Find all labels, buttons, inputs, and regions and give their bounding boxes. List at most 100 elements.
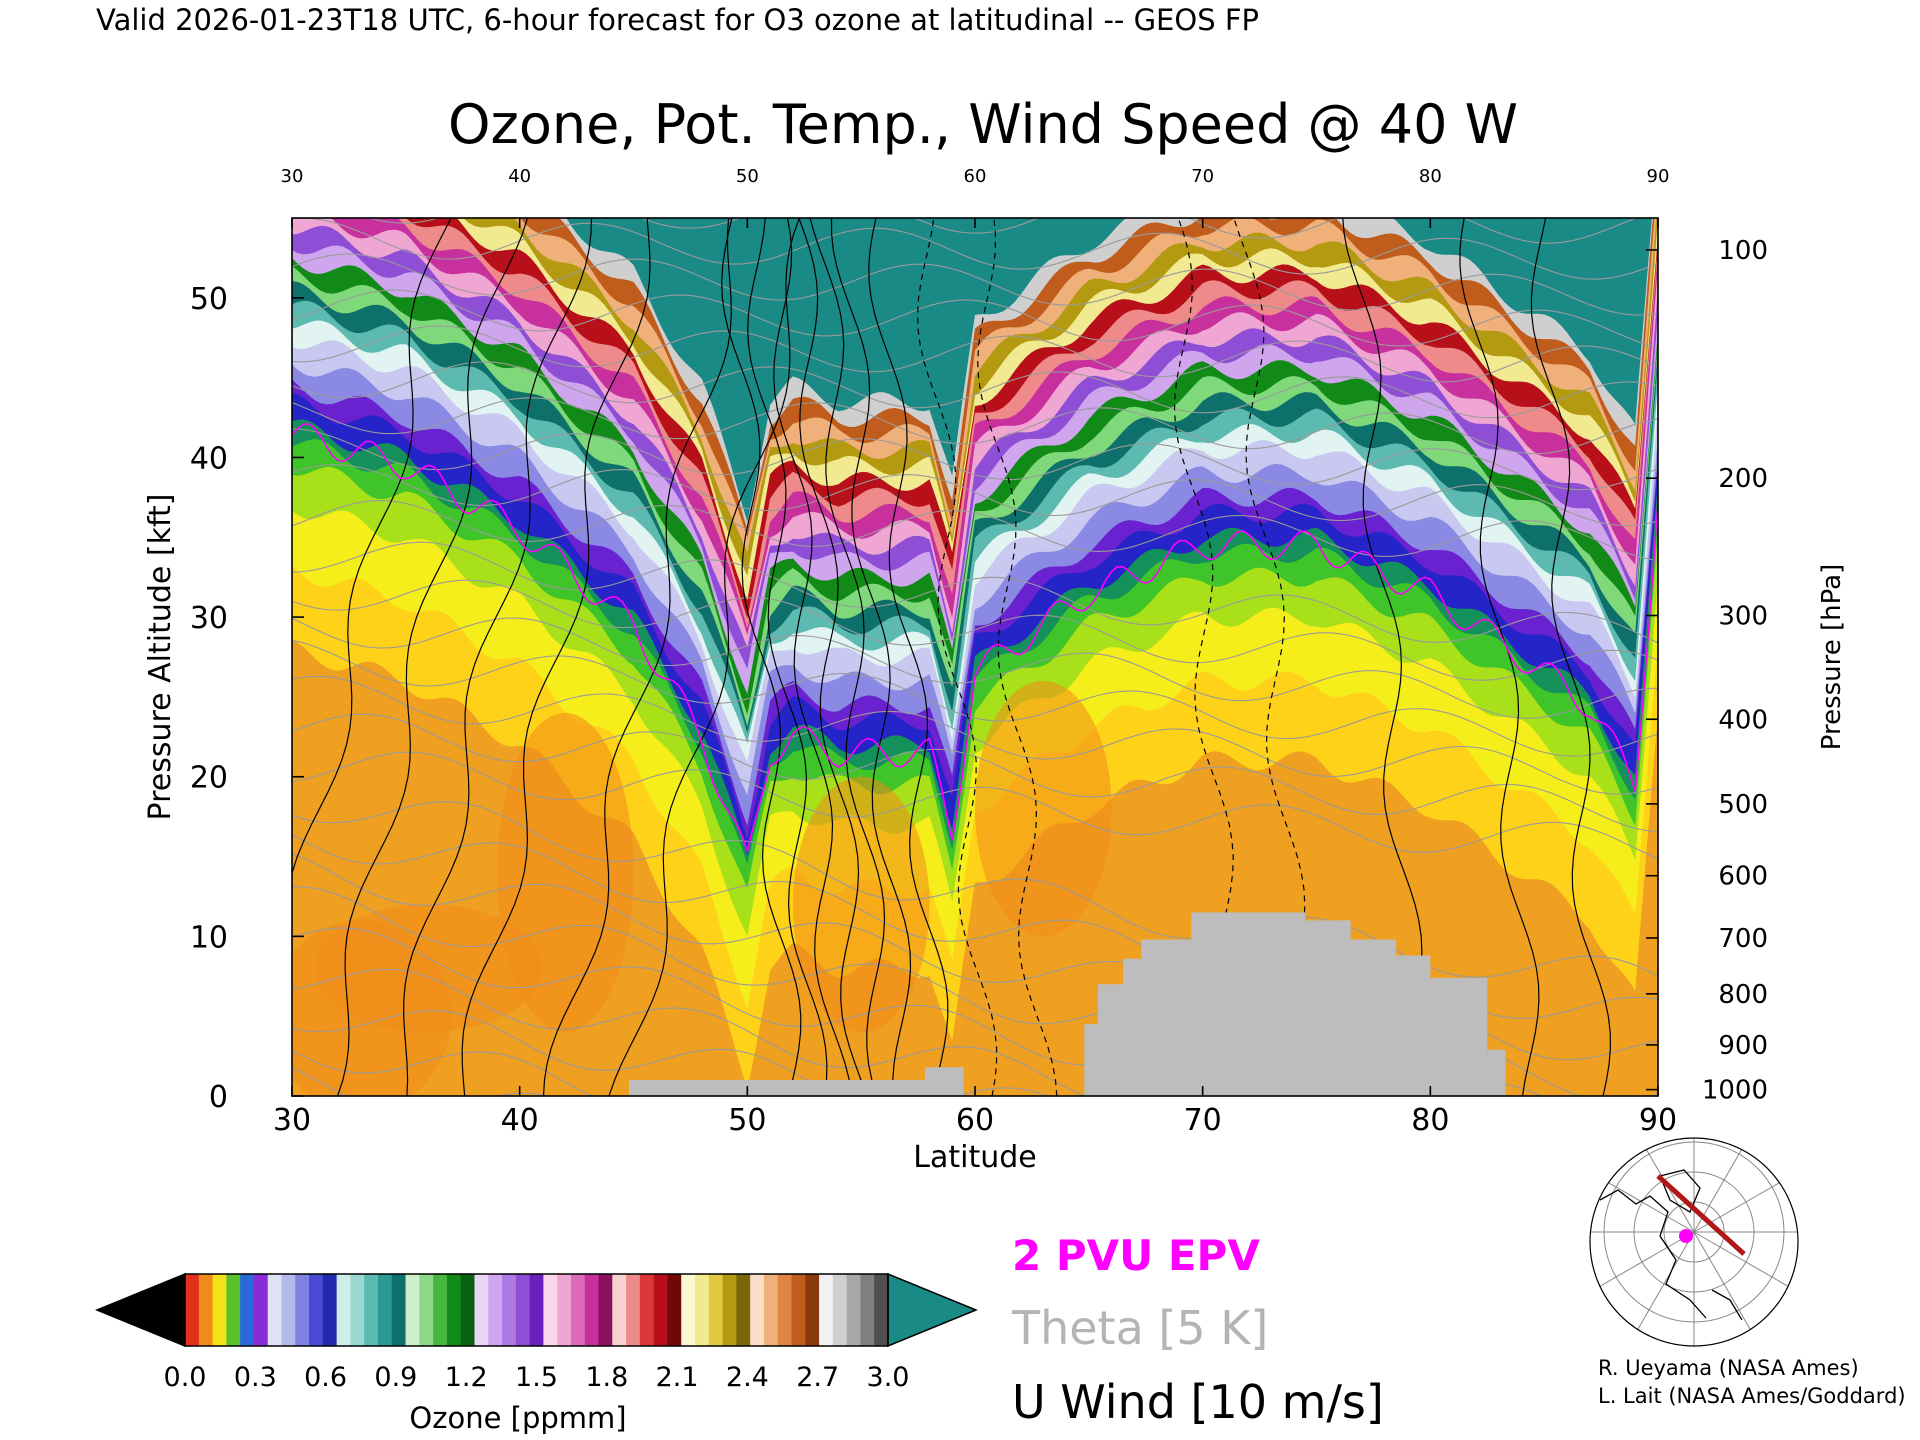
wind-contour xyxy=(809,218,886,1096)
terrain-block xyxy=(1191,912,1306,1096)
colorbar-swatch xyxy=(281,1274,296,1346)
colorbar-swatch xyxy=(212,1274,227,1346)
x-tick-label: 40 xyxy=(501,1103,539,1138)
colorbar-swatch xyxy=(240,1274,255,1346)
colorbar-tick-label: 3.0 xyxy=(867,1362,910,1393)
colorbar-swatch xyxy=(846,1274,862,1346)
y-right-tick-label: 400 xyxy=(1718,705,1768,735)
terrain-block xyxy=(1396,955,1431,1096)
colorbar-tick-label: 1.5 xyxy=(515,1362,558,1393)
y-tick-label: 30 xyxy=(190,601,228,636)
wind-contour xyxy=(608,218,800,1096)
theta-contour xyxy=(292,751,1658,860)
colorbar-tick-label: 1.2 xyxy=(445,1362,488,1393)
colorbar-swatch xyxy=(460,1274,476,1346)
colorbar-swatch xyxy=(377,1274,393,1346)
theta-contour xyxy=(292,325,1658,383)
x-top-tick-label: 30 xyxy=(281,166,304,187)
colorbar-swatch xyxy=(557,1274,572,1346)
colorbar-swatch xyxy=(722,1274,737,1346)
y-right-tick-label: 700 xyxy=(1718,924,1768,954)
y-tick-label: 50 xyxy=(190,282,228,317)
wind-contour xyxy=(798,218,868,1096)
colorbar-swatch xyxy=(198,1274,214,1346)
colorbar-swatch xyxy=(805,1274,820,1346)
y-tick-label: 10 xyxy=(190,920,228,955)
theta-contour xyxy=(292,968,1296,1096)
ozone-band xyxy=(566,218,1652,522)
colorbar-swatch xyxy=(832,1274,848,1346)
colorbar-over-triangle xyxy=(887,1272,978,1348)
colorbar-swatch xyxy=(391,1274,407,1346)
terrain-block xyxy=(1430,977,1488,1096)
credit-line-1: R. Ueyama (NASA Ames) xyxy=(1598,1356,1859,1380)
colorbar-swatch xyxy=(708,1274,724,1346)
contour-lines xyxy=(292,218,1658,1096)
y-right-tick-label: 1000 xyxy=(1702,1076,1768,1106)
y-axis-label-left: Pressure Altitude [kft] xyxy=(143,494,178,821)
colorbar-swatch xyxy=(515,1274,531,1346)
colorbar-swatch xyxy=(874,1274,889,1346)
colorbar-swatch xyxy=(653,1274,669,1346)
x-tick-label: 70 xyxy=(1184,1103,1222,1138)
forecast-header: Valid 2026-01-23T18 UTC, 6-hour forecast… xyxy=(96,3,1259,37)
colorbar-frame xyxy=(184,1273,889,1347)
x-tick-label: 30 xyxy=(273,1103,311,1138)
colorbar-swatch xyxy=(612,1274,627,1346)
wind-contour xyxy=(830,218,912,1096)
terrain-block xyxy=(1084,1024,1098,1096)
colorbar-swatch xyxy=(502,1274,517,1346)
colorbar-swatch xyxy=(253,1274,269,1346)
y-tick-label: 20 xyxy=(190,761,228,796)
wind-contour xyxy=(461,218,651,1096)
colorbar-label: Ozone [ppmm] xyxy=(409,1401,626,1435)
x-top-tick-label: 80 xyxy=(1419,166,1442,187)
theta-contour xyxy=(292,289,1658,349)
colorbar-swatch xyxy=(529,1274,544,1346)
wind-contour xyxy=(747,218,828,1096)
colorbar-swatch xyxy=(364,1274,379,1346)
credit-line-2: L. Lait (NASA Ames/Goddard) xyxy=(1598,1384,1906,1408)
colorbar-swatch xyxy=(350,1274,365,1346)
colorbar-tick-label: 0.0 xyxy=(164,1362,207,1393)
ozone-patch xyxy=(792,776,930,1033)
colorbar-swatch xyxy=(226,1274,241,1346)
theta-contour xyxy=(292,397,1658,455)
y-right-tick-label: 600 xyxy=(1718,862,1768,892)
pvu-contour xyxy=(292,423,1658,854)
colorbar-swatch xyxy=(819,1274,834,1346)
colorbar-swatch xyxy=(681,1274,696,1346)
colorbar-swatch xyxy=(433,1274,448,1346)
x-tick-label: 90 xyxy=(1639,1103,1677,1138)
wind-contour xyxy=(1173,218,1247,1096)
wind-contour xyxy=(292,218,452,877)
theta-contour xyxy=(367,218,1638,244)
ozone-patch xyxy=(975,680,1112,937)
y-right-tick-label: 300 xyxy=(1718,601,1768,631)
wind-contour xyxy=(1233,218,1306,1096)
colorbar-tick-label: 2.4 xyxy=(726,1362,769,1393)
colorbar-swatch xyxy=(639,1274,655,1346)
wind-contour xyxy=(868,218,949,1096)
theta-contour xyxy=(292,464,1658,527)
theta-contour xyxy=(292,361,1658,419)
colorbar-swatch xyxy=(322,1274,338,1346)
terrain-block xyxy=(1141,939,1192,1096)
terrain-block xyxy=(628,1080,925,1096)
y-right-tick-label: 800 xyxy=(1718,980,1768,1010)
cross-section-location-map xyxy=(1560,1137,1799,1347)
colorbar-swatch xyxy=(295,1274,310,1346)
theta-contour xyxy=(292,1049,801,1096)
colorbar-swatch xyxy=(488,1274,503,1346)
x-top-tick-label: 40 xyxy=(508,166,531,187)
y-right-tick-label: 500 xyxy=(1718,790,1768,820)
colorbar-swatch xyxy=(474,1274,489,1346)
wind-contour xyxy=(977,218,1058,1096)
legend-epv: 2 PVU EPV xyxy=(1012,1231,1260,1280)
colorbar-swatch xyxy=(763,1274,779,1346)
map-location-dot xyxy=(1679,1229,1693,1243)
colorbar-swatch xyxy=(777,1274,793,1346)
theta-contour xyxy=(292,428,1658,491)
map-section-track xyxy=(1656,1174,1746,1256)
